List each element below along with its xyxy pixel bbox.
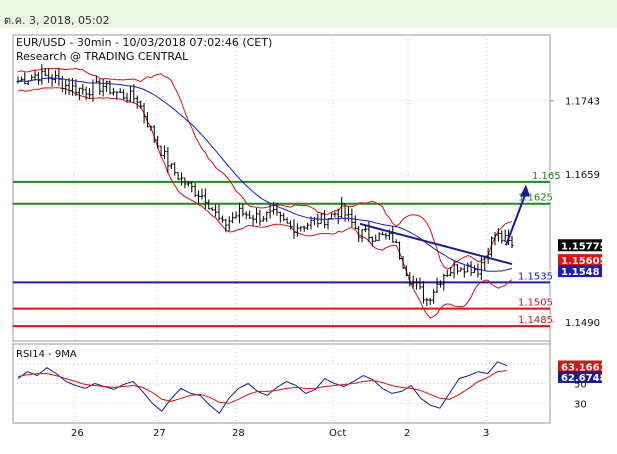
rsi-tag-label: 62.6748 bbox=[561, 373, 607, 384]
rsi-tag bbox=[558, 360, 602, 373]
x-tick-label: 28 bbox=[232, 428, 245, 439]
rsi-line bbox=[17, 361, 508, 414]
trendline bbox=[359, 222, 513, 266]
projection-line bbox=[505, 192, 527, 246]
grid bbox=[13, 35, 550, 423]
level-label: 1.1535 bbox=[518, 271, 553, 282]
y-tick-label: 1.1490 bbox=[565, 318, 600, 329]
x-tick-label: 27 bbox=[153, 428, 166, 439]
x-tick-label: Oct bbox=[329, 428, 346, 439]
candles bbox=[16, 64, 514, 307]
price-tag bbox=[558, 265, 602, 278]
rsi-tag-label: 63.1661 bbox=[561, 362, 607, 373]
moving-average-line bbox=[17, 77, 513, 272]
x-tick-label: 3 bbox=[483, 428, 489, 439]
rsi-lines bbox=[17, 361, 508, 414]
rsi-tag bbox=[558, 370, 602, 383]
chart-subtitle: Research @ TRADING CENTRAL bbox=[16, 50, 189, 63]
price-pane bbox=[12, 34, 551, 342]
rsi-ma-line bbox=[17, 370, 508, 404]
projection-arrowhead bbox=[520, 184, 530, 197]
timestamp: ต.ค. 3, 2018, 05:02 bbox=[4, 14, 110, 27]
level-label: 1.165 bbox=[532, 171, 561, 182]
price-tag-label: 1.15605 bbox=[561, 256, 607, 267]
x-tick-label: 26 bbox=[71, 428, 84, 439]
x-tick-label: 2 bbox=[404, 428, 410, 439]
price-tag-label: 1.1548 bbox=[561, 267, 600, 278]
moving-average bbox=[17, 77, 513, 272]
price-tag bbox=[558, 239, 602, 252]
level-label: 1.1505 bbox=[518, 298, 553, 309]
price-tag-label: 1.15775 bbox=[561, 241, 607, 252]
rsi-tick-label: 30 bbox=[574, 399, 587, 410]
rsi-tick-label: 50 bbox=[574, 380, 587, 391]
price-tag bbox=[558, 254, 602, 267]
y-tick-label: 1.1659 bbox=[565, 170, 600, 181]
bollinger-bands bbox=[17, 67, 513, 319]
chart-title: EUR/USD - 30min - 10/03/2018 07:02:46 (C… bbox=[16, 36, 272, 49]
trendlines bbox=[359, 222, 513, 266]
level-label: 1.1485 bbox=[518, 315, 553, 326]
upper-band bbox=[17, 67, 513, 270]
y-tick-label: 1.1743 bbox=[565, 97, 600, 108]
lower-band bbox=[17, 87, 513, 319]
top-bar: ต.ค. 3, 2018, 05:02 bbox=[0, 0, 617, 28]
projection-arrow bbox=[505, 184, 530, 246]
rsi-title: RSI14 - 9MA bbox=[16, 349, 77, 360]
